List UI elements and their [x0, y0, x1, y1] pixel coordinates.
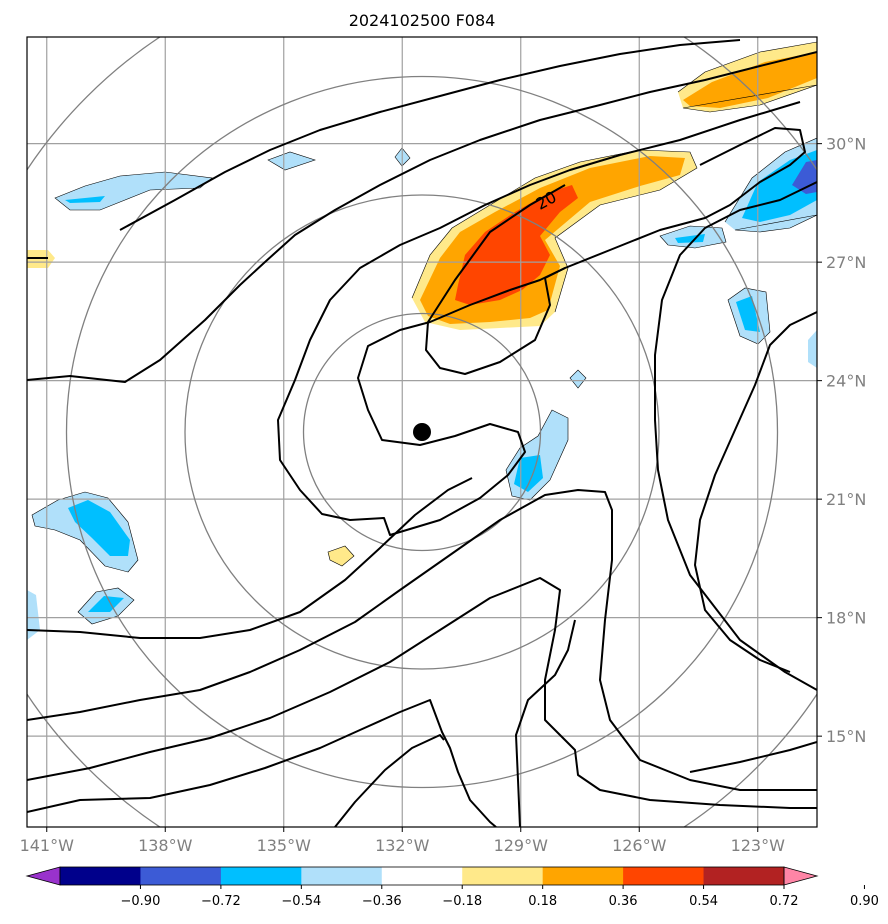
range-ring-1	[184, 194, 660, 670]
y-tick-label-4: 27°N	[826, 253, 866, 272]
fill-region-small-diamond	[570, 370, 586, 388]
contour-line-east-loop	[654, 181, 817, 691]
colorbar-tick-label-9: 0.90	[850, 894, 879, 909]
colorbar-tick-label-4: −0.18	[442, 894, 482, 909]
outline-w	[31, 491, 139, 573]
colorbar-segment-7	[623, 867, 705, 885]
fill-region-small-yellow	[328, 546, 354, 566]
colorbar-tick-label-8: 0.72	[770, 894, 799, 909]
colorbar-segment-6	[542, 867, 624, 885]
outline-sw	[77, 587, 135, 625]
colorbar-tick-label-0: −0.90	[121, 894, 161, 909]
colorbar-segment-2	[220, 867, 302, 885]
outline-nw	[54, 171, 213, 211]
fill-region-edge-lightblue	[808, 330, 817, 368]
x-tick-label-0: 141°W	[20, 836, 75, 855]
fill-region-sw-blue	[88, 596, 124, 612]
colorbar-extend-low	[25, 866, 61, 886]
colorbar-segment-8	[703, 867, 785, 885]
outline-ne-blue	[724, 137, 817, 233]
y-tick-label-3: 24°N	[826, 372, 866, 391]
contour-line-spiral-core	[277, 101, 801, 536]
contour-line-south	[27, 699, 497, 827]
outline-tiny	[394, 147, 411, 167]
y-tick-label-1: 18°N	[826, 609, 866, 628]
contour-line-trough-3	[27, 577, 817, 809]
contour-line-trough	[27, 477, 473, 639]
outline-small-yellow	[327, 545, 355, 567]
fill-region-edge-sw-lightblue	[27, 590, 40, 640]
map-frame	[26, 36, 818, 828]
contour-line-trough-2	[27, 489, 817, 791]
range-ring-0	[302, 312, 542, 552]
colorbar-segment-3	[301, 867, 383, 885]
range-ring-2	[65, 75, 779, 789]
colorbar-segment-5	[462, 867, 544, 885]
y-tick-label-2: 21°N	[826, 490, 866, 509]
fill-region-ne-orange	[683, 52, 817, 108]
colorbar-tick-label-3: −0.36	[362, 894, 402, 909]
outline-central	[411, 149, 698, 313]
x-axis-ticks: 141°W 138°W 135°W 132°W 129°W 126°W 123°W	[20, 827, 786, 855]
gridlines	[27, 37, 817, 827]
fill-region-nw-blue	[65, 196, 105, 203]
contour-line-south-3	[515, 619, 576, 827]
filled-anomalies	[27, 41, 817, 640]
y-axis-ticks: 15°N 18°N 21°N 24°N 27°N 30°N	[817, 135, 866, 746]
contour-line-north-band	[27, 51, 817, 383]
contour-line-south-2	[334, 734, 445, 827]
x-tick-label-6: 123°W	[731, 836, 786, 855]
contour-lines	[27, 39, 817, 827]
outline-east	[659, 225, 727, 249]
x-tick-label-4: 129°W	[494, 836, 549, 855]
contour-line-upper	[119, 39, 741, 231]
contour-line-east-mid	[694, 311, 817, 673]
colorbar-tick-label-6: 0.36	[609, 894, 638, 909]
colorbar-frame	[59, 866, 785, 886]
contour-line-east-edge	[689, 741, 817, 773]
x-tick-label-3: 132°W	[375, 836, 430, 855]
fill-region-w-blue	[68, 500, 130, 556]
colorbar-segment-1	[140, 867, 222, 885]
chart-title: 2024102500 F084	[349, 11, 496, 30]
colorbar-segment-0	[60, 867, 141, 885]
y-tick-label-0: 15°N	[826, 727, 866, 746]
colorbar-tick-label-2: −0.54	[281, 894, 321, 909]
fill-region-central-red	[455, 185, 578, 305]
colorbar-tick-label-7: 0.54	[689, 894, 718, 909]
colorbar-tick-label-1: −0.72	[201, 894, 241, 909]
colorbar-extend-high	[783, 866, 819, 886]
x-tick-label-1: 138°W	[138, 836, 193, 855]
colorbar: −0.90 −0.72 −0.54 −0.36 −0.18 0.18 0.36 0.54 0.7…	[25, 866, 879, 909]
colorbar-tick-label-5: 0.18	[528, 894, 557, 909]
y-tick-label-5: 30°N	[826, 135, 866, 154]
colorbar-segment-4	[381, 867, 463, 885]
outline-e	[727, 287, 771, 345]
outline-diamond	[569, 369, 587, 389]
outline-top	[267, 151, 316, 171]
x-tick-label-2: 135°W	[257, 836, 312, 855]
storm-center-marker	[413, 423, 431, 441]
x-tick-label-5: 126°W	[612, 836, 667, 855]
